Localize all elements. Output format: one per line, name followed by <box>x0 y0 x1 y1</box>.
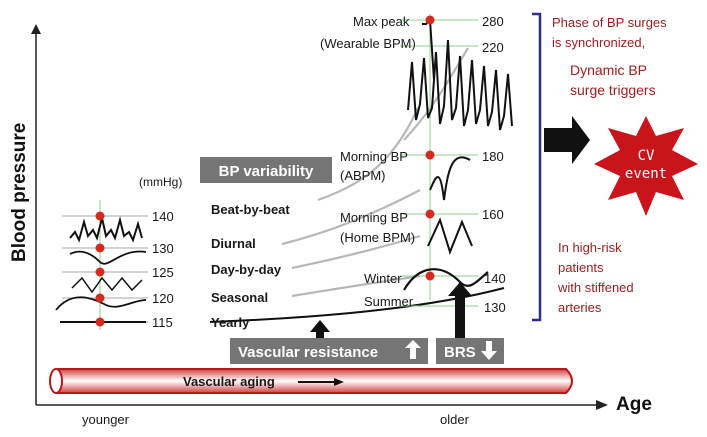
level-115-label: Yearly <box>211 315 250 330</box>
cv-arrow <box>544 116 590 164</box>
value-130: 130 <box>484 300 506 315</box>
x-axis-label: Age <box>616 394 652 415</box>
brs-label: BRS <box>444 344 476 361</box>
vascular-aging-label: Vascular aging <box>183 374 275 389</box>
vessel-opening <box>49 368 63 394</box>
morning-home-label-1: Morning BP <box>340 210 408 225</box>
right-dots <box>425 15 435 281</box>
value-220: 220 <box>482 40 504 55</box>
morning-abpm-label-1: Morning BP <box>340 149 408 164</box>
level-125-label: Day-by-day <box>211 262 282 277</box>
morning-abpm-label-2: (ABPM) <box>340 168 386 183</box>
bp-variability-label: BP variability <box>219 163 314 180</box>
level-125-value: 125 <box>152 265 174 280</box>
y-axis-label: Blood pressure <box>9 123 30 262</box>
risk-note-4: arteries <box>558 300 602 315</box>
morning-home-label-2: (Home BPM) <box>340 230 415 245</box>
level-130-label: Diurnal <box>211 236 256 251</box>
x-axis-younger: younger <box>82 412 130 427</box>
unit-label: (mmHg) <box>139 175 182 189</box>
left-dots <box>95 211 105 327</box>
dynamic-note-1: Dynamic BP <box>570 62 647 78</box>
beat-by-beat-wave <box>69 216 143 243</box>
level-130-value: 130 <box>152 241 174 256</box>
morning-abpm-wave <box>429 156 471 201</box>
phase-note-1: Phase of BP surges <box>552 15 667 30</box>
y-axis-arrow <box>31 24 41 34</box>
brs-down-icon <box>481 341 497 360</box>
value-180: 180 <box>482 149 504 164</box>
x-axis-older: older <box>440 412 470 427</box>
cv-event-label-2: event <box>625 166 667 182</box>
level-115-value: 115 <box>152 315 173 330</box>
risk-note-1: In high-risk <box>558 240 622 255</box>
wearable-label: (Wearable BPM) <box>320 36 416 51</box>
cv-event-label-1: CV <box>638 148 655 164</box>
vascular-resistance-label: Vascular resistance <box>238 344 378 361</box>
vascular-aging-arrow-head <box>334 378 344 386</box>
value-140: 140 <box>484 271 506 286</box>
seasonal-wave <box>55 296 147 311</box>
dynamic-note-2: surge triggers <box>570 82 656 98</box>
brs-up-arrow <box>448 282 472 338</box>
level-120-label: Seasonal <box>211 290 268 305</box>
resistance-up-arrow <box>310 320 330 338</box>
winter-label: Winter <box>364 271 402 286</box>
right-guides <box>400 14 478 307</box>
day-by-day-wave <box>71 276 143 294</box>
risk-note-2: patients <box>558 260 604 275</box>
value-160: 160 <box>482 207 504 222</box>
morning-home-wave <box>427 217 473 255</box>
risk-note-3: with stiffened <box>557 280 634 295</box>
diurnal-wave <box>69 250 147 265</box>
resistance-up-icon <box>405 340 421 359</box>
max-peak-label: Max peak <box>353 14 410 29</box>
wearable-bpm-wave <box>407 39 513 131</box>
seasonal-wave-right <box>403 268 489 291</box>
level-140-label: Beat-by-beat <box>211 202 290 217</box>
connector-curves <box>281 47 469 298</box>
level-120-value: 120 <box>152 291 174 306</box>
right-bracket <box>532 12 542 322</box>
vascular-resistance-box <box>230 338 428 364</box>
phase-note-2: is synchronized, <box>552 35 645 50</box>
cv-event-star <box>594 116 698 216</box>
summer-label: Summer <box>364 294 414 309</box>
x-axis-arrow <box>596 400 608 410</box>
bp-variability-box <box>200 157 332 183</box>
level-140-value: 140 <box>152 209 174 224</box>
value-280: 280 <box>482 14 504 29</box>
